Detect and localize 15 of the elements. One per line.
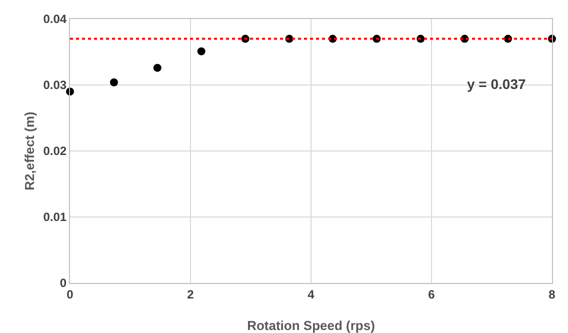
- y-axis-title: R2,effect (m): [22, 112, 37, 190]
- point: [197, 47, 206, 56]
- x-tick-label: 6: [428, 287, 436, 302]
- x-axis-title: Rotation Speed (rps): [247, 318, 375, 333]
- y-tick-label: 0.02: [43, 144, 67, 158]
- y-tick-label: 0.04: [43, 12, 67, 26]
- point: [110, 78, 118, 86]
- x-tick-label: 8: [548, 287, 556, 302]
- x-tick-label: 2: [187, 287, 194, 302]
- x-tick-label: 4: [308, 287, 315, 302]
- ref-line-label: y = 0.037: [467, 76, 526, 92]
- y-tick-label: 0.01: [43, 210, 67, 224]
- y-tick-label: 0.03: [43, 78, 67, 92]
- y-tick-label: 0: [60, 276, 67, 290]
- point: [153, 64, 162, 72]
